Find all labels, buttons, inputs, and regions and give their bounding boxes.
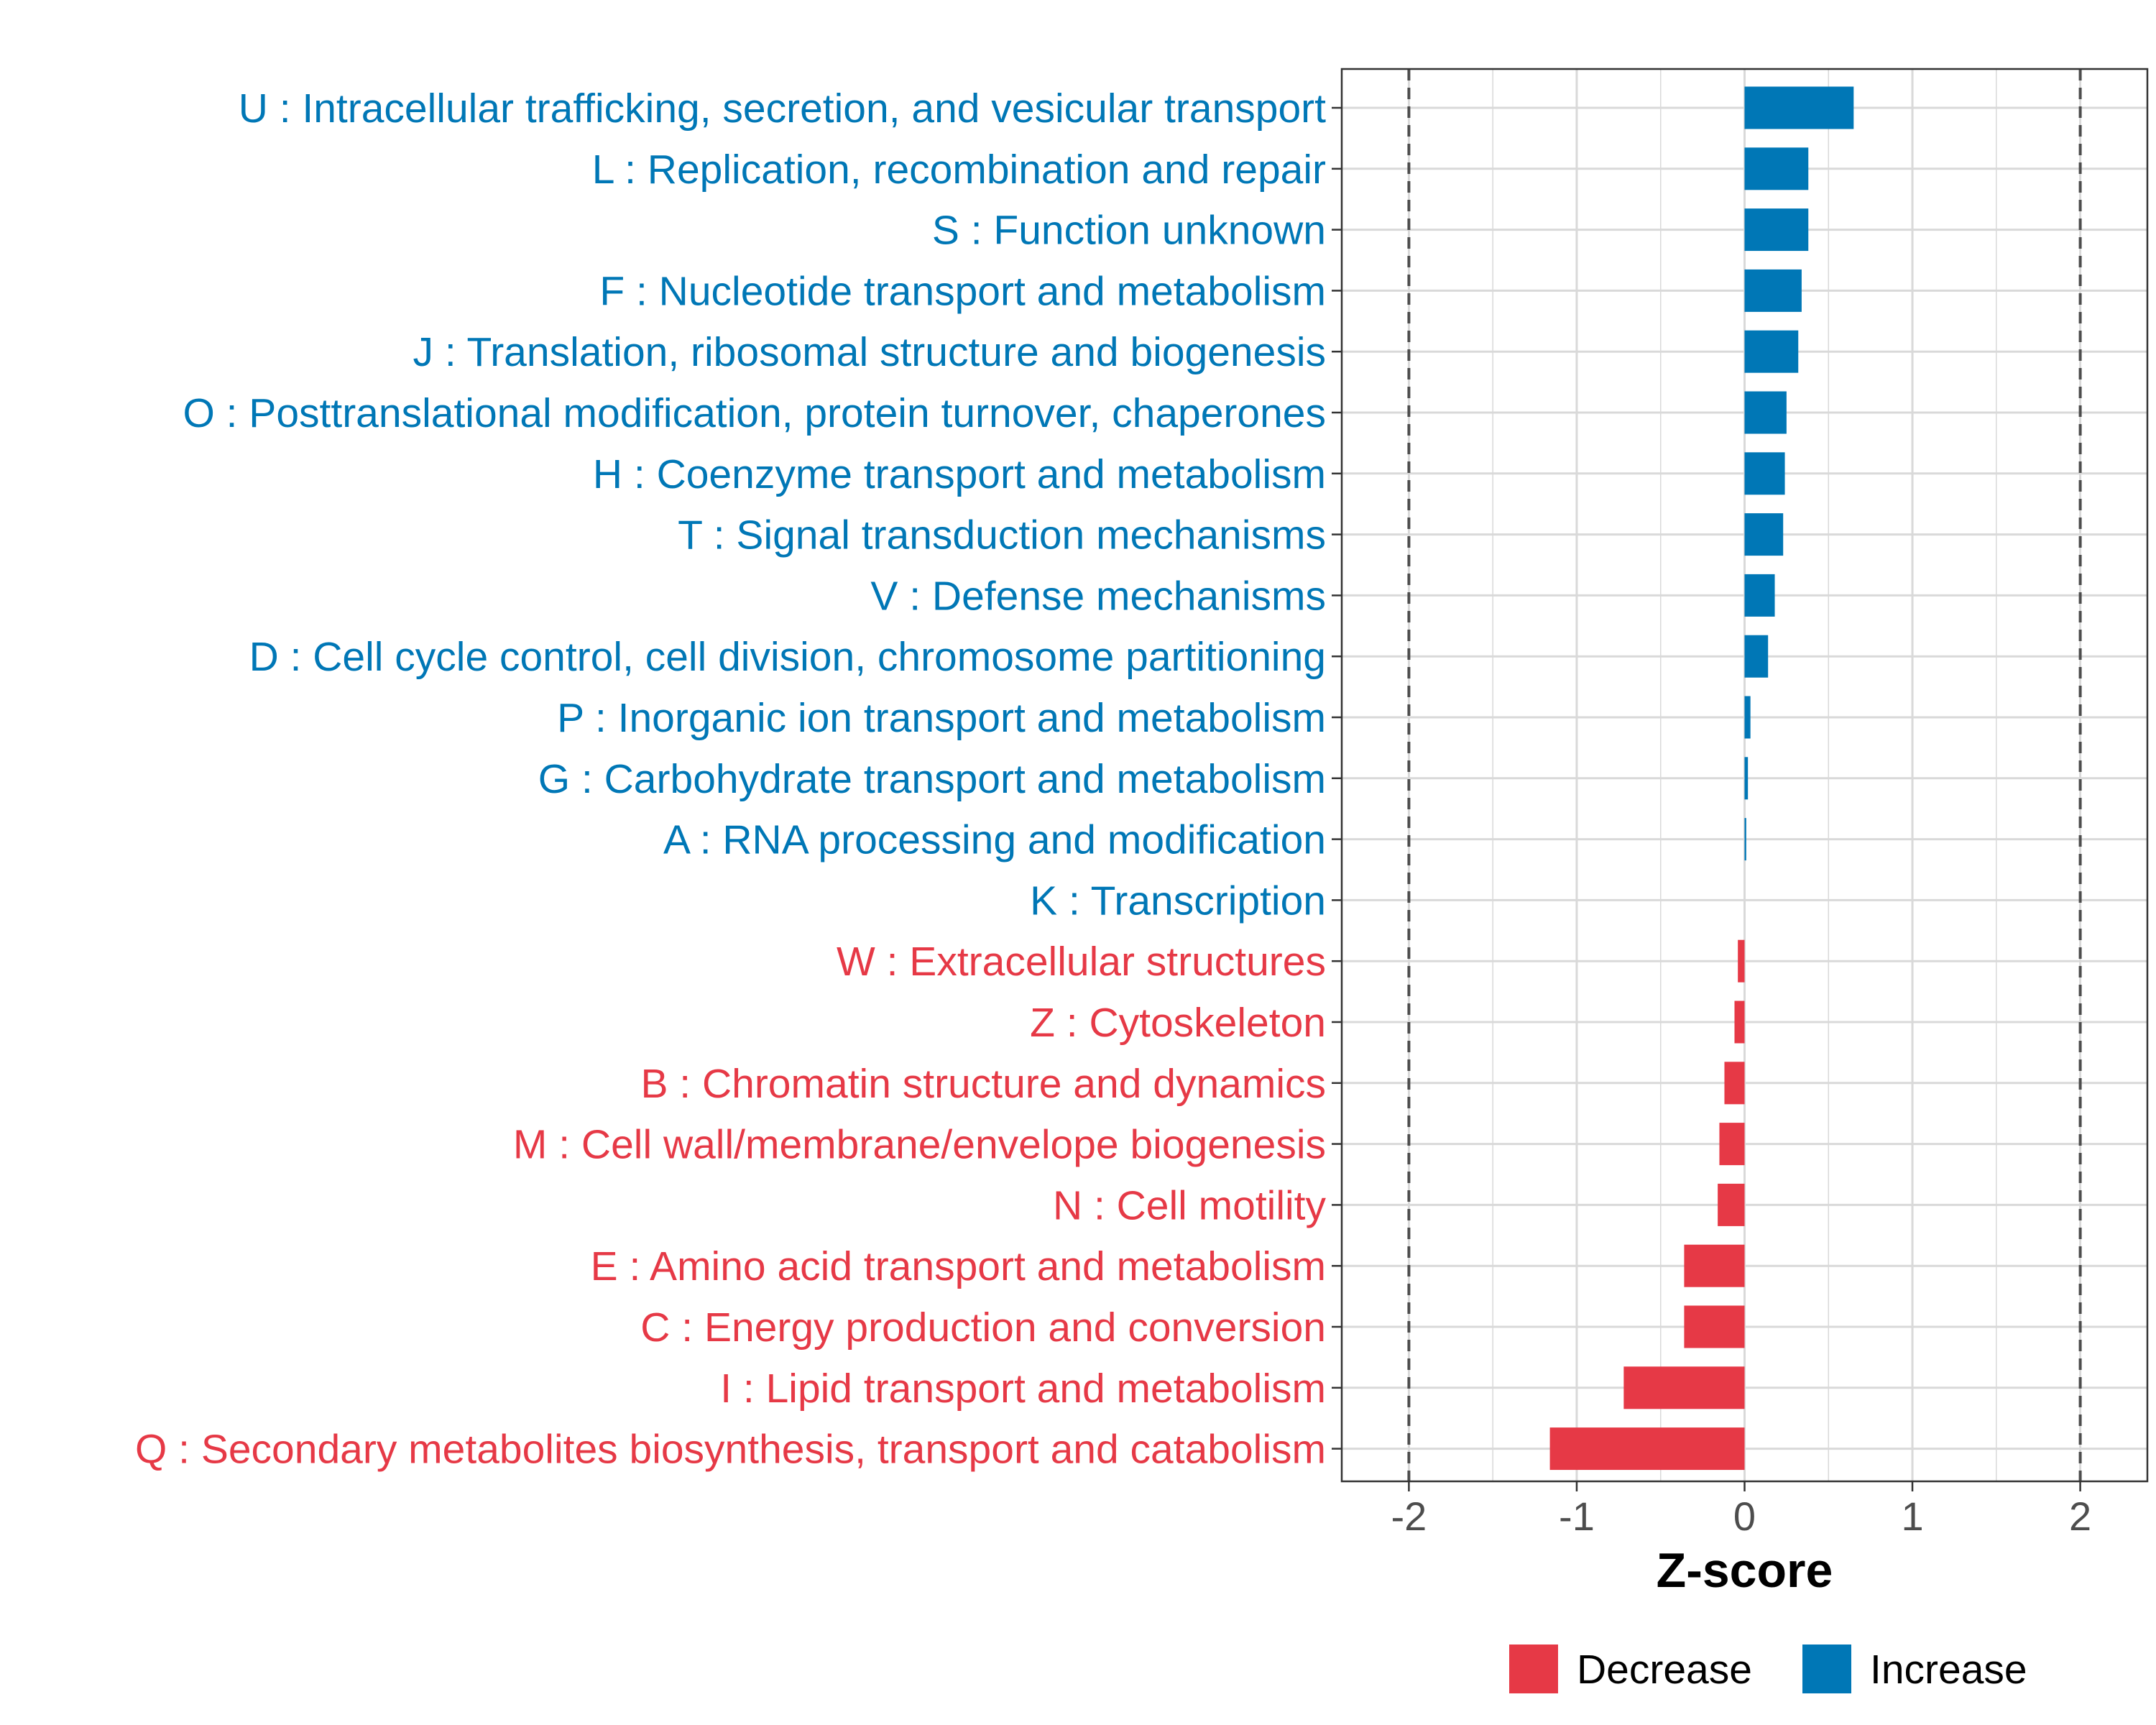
bar — [1684, 1305, 1745, 1348]
x-tick-label: 1 — [1901, 1494, 1923, 1539]
bar — [1724, 1062, 1745, 1105]
category-label: J : Translation, ribosomal structure and… — [413, 329, 1326, 375]
category-label: M : Cell wall/membrane/envelope biogenes… — [513, 1122, 1326, 1168]
bar — [1623, 1366, 1745, 1409]
x-tick-label: 0 — [1733, 1494, 1756, 1539]
bar — [1744, 696, 1751, 739]
category-label: W : Extracellular structures — [837, 939, 1326, 985]
bar — [1734, 1000, 1745, 1044]
bar — [1744, 452, 1785, 495]
bar — [1744, 86, 1854, 129]
bar — [1719, 1123, 1745, 1166]
category-label: N : Cell motility — [1053, 1182, 1327, 1228]
category-label: K : Transcription — [1030, 878, 1326, 924]
bar — [1549, 1427, 1745, 1471]
legend: Decrease Increase — [1509, 1644, 2027, 1693]
category-label: F : Nucleotide transport and metabolism — [599, 268, 1326, 314]
x-axis-ticks: -2 -1 0 1 2 — [1391, 1481, 2091, 1539]
legend-label: Increase — [1870, 1647, 2027, 1693]
bar — [1744, 635, 1769, 678]
x-tick-label: 2 — [2069, 1494, 2091, 1539]
bar — [1744, 147, 1809, 190]
category-label: T : Signal transduction mechanisms — [678, 512, 1326, 558]
category-label: G : Carbohydrate transport and metabolis… — [538, 756, 1326, 802]
category-label: H : Coenzyme transport and metabolism — [593, 451, 1326, 497]
x-tick-label: -1 — [1559, 1494, 1595, 1539]
bar — [1684, 1244, 1745, 1287]
category-label: U : Intracellular trafficking, secretion… — [239, 86, 1326, 132]
category-label: O : Posttranslational modification, prot… — [183, 390, 1326, 436]
category-label: C : Energy production and conversion — [640, 1305, 1326, 1351]
bar — [1744, 208, 1809, 252]
category-label: L : Replication, recombination and repai… — [592, 147, 1326, 193]
category-label: I : Lipid transport and metabolism — [720, 1366, 1326, 1412]
category-label: Z : Cytoskeleton — [1030, 1000, 1326, 1046]
category-label: E : Amino acid transport and metabolism — [591, 1243, 1326, 1289]
bar — [1744, 757, 1749, 800]
y-axis-ticks — [1332, 106, 1342, 1450]
category-label: D : Cell cycle control, cell division, c… — [249, 634, 1326, 680]
category-label: Q : Secondary metabolites biosynthesis, … — [135, 1427, 1326, 1473]
bar — [1744, 574, 1775, 617]
reference-lines — [1407, 69, 2082, 1481]
bar — [1718, 1183, 1745, 1226]
bar — [1744, 269, 1802, 312]
legend-key — [1802, 1644, 1851, 1693]
legend-key — [1509, 1644, 1558, 1693]
bar — [1744, 330, 1799, 373]
legend-label: Decrease — [1577, 1647, 1752, 1693]
bar — [1744, 513, 1784, 556]
category-label: P : Inorganic ion transport and metaboli… — [557, 695, 1326, 741]
x-tick-label: -2 — [1391, 1494, 1427, 1539]
category-label: S : Function unknown — [932, 208, 1326, 254]
bar — [1744, 818, 1746, 861]
bar — [1744, 391, 1787, 434]
category-label: B : Chromatin structure and dynamics — [640, 1061, 1326, 1107]
x-axis-title: Z-score — [1657, 1543, 1833, 1598]
category-label: A : RNA processing and modification — [663, 817, 1326, 863]
y-axis-labels: U : Intracellular trafficking, secretion… — [135, 86, 1327, 1473]
category-label: V : Defense mechanisms — [870, 573, 1326, 619]
bars — [1549, 86, 1854, 1471]
bar — [1738, 939, 1745, 983]
